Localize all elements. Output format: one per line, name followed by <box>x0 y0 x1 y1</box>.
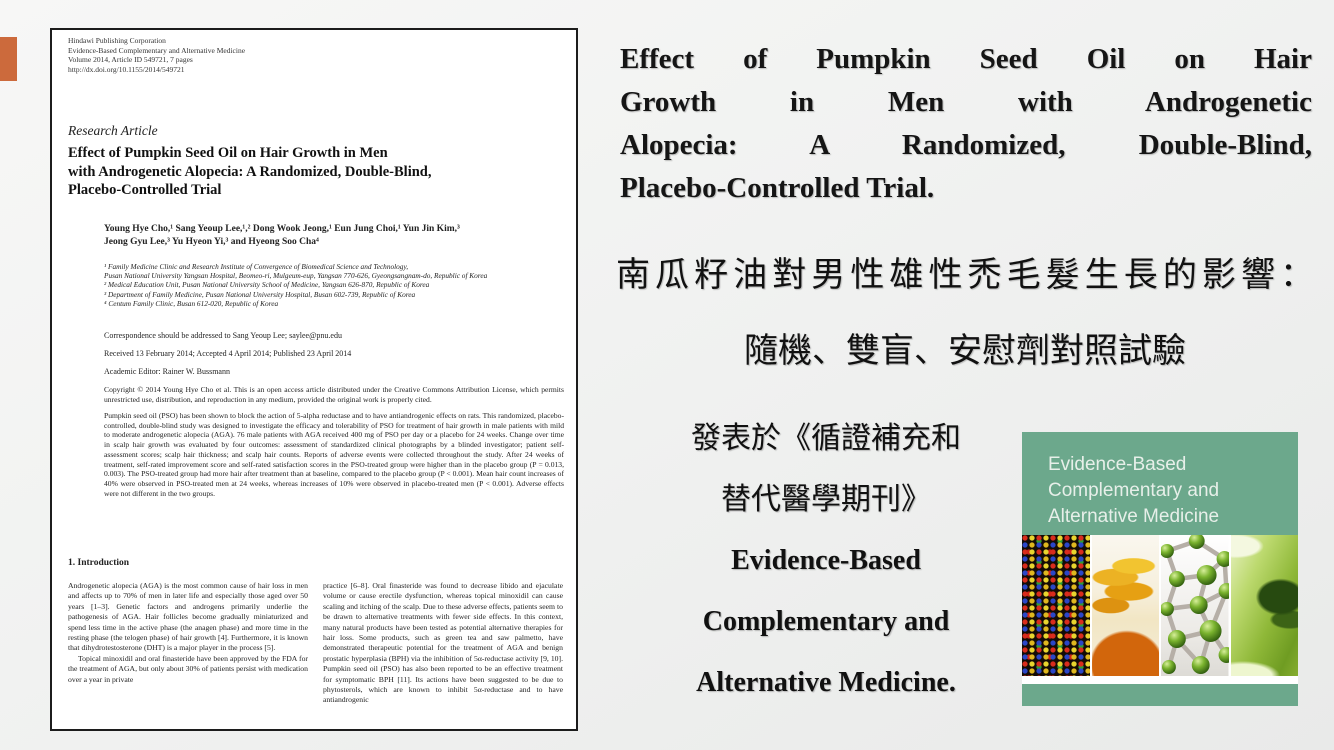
published-in-block: 發表於《循證補充和 替代醫學期刊》 Evidence-Based Complem… <box>630 408 1022 713</box>
slide-title-chinese-line1: 南瓜籽油對男性雄性禿毛髮生長的影響： <box>616 257 1314 294</box>
article-type-label: Research Article <box>68 123 158 138</box>
intro-paragraph: practice [6–8]. Oral finasteride was fou… <box>323 581 563 705</box>
journal-cover-title: Evidence-Based Complementary and Alterna… <box>1048 452 1219 530</box>
abstract-text: Pumpkin seed oil (PSO) has been shown to… <box>104 411 564 498</box>
publisher-line: Hindawi Publishing Corporation <box>68 36 166 45</box>
correspondence-line: Correspondence should be addressed to Sa… <box>104 331 342 340</box>
doi-line: http://dx.doi.org/10.1155/2014/549721 <box>68 64 185 74</box>
paper-authors: Young Hye Cho,¹ Sang Yeoup Lee,¹,² Dong … <box>104 224 460 247</box>
introduction-heading: 1. Introduction <box>68 558 130 568</box>
cover-photo-band <box>1022 535 1298 684</box>
slide-title-chinese-line2: 隨機、雙盲、安慰劑對照試驗 <box>744 333 1186 370</box>
affiliation-line: ³ Department of Family Medicine, Pusan N… <box>104 289 416 299</box>
paper-publisher-block: Hindawi Publishing Corporation Evidence-… <box>68 36 245 74</box>
molecule-photo <box>1161 535 1229 676</box>
turmeric-photo <box>1091 535 1159 676</box>
cover-title-line: Evidence-Based <box>1048 454 1187 475</box>
journal-name-line: Alternative Medicine. <box>696 667 956 698</box>
intro-column-left: Androgenetic alopecia (AGA) is the most … <box>68 581 308 706</box>
dates-line: Received 13 February 2014; Accepted 4 Ap… <box>104 349 352 358</box>
cover-photo-strip <box>1022 535 1298 676</box>
molecule-graphic <box>1161 535 1229 676</box>
aloe-photo <box>1230 535 1298 676</box>
journal-name-line: Complementary and <box>702 606 950 637</box>
intro-paragraph: Androgenetic alopecia (AGA) is the most … <box>68 581 308 653</box>
title-line: Effect of Pumpkin Seed Oil on Hair <box>620 43 1312 75</box>
title-line: Growth in Men with Androgenetic <box>620 86 1312 118</box>
editor-line: Academic Editor: Rainer W. Bussmann <box>104 367 230 376</box>
affiliation-line: ¹ Family Medicine Clinic and Research In… <box>104 262 488 281</box>
journal-name-line: Evidence-Based <box>731 545 921 576</box>
copyright-text: Copyright © 2014 Young Hye Cho et al. Th… <box>104 385 564 404</box>
cover-footer-strip <box>1022 684 1298 706</box>
affiliation-line: ⁴ Centum Family Clinic, Busan 612-020, R… <box>104 298 279 308</box>
affiliation-line: ² Medical Education Unit, Pusan National… <box>104 280 430 290</box>
cover-title-line: Complementary and <box>1048 480 1220 501</box>
slide-title-english: Effect of Pumpkin Seed Oil on Hair Growt… <box>620 38 1312 210</box>
journal-line: Evidence-Based Complementary and Alterna… <box>68 45 246 55</box>
paper-page: Hindawi Publishing Corporation Evidence-… <box>50 28 578 731</box>
accent-bar <box>0 37 17 81</box>
published-in-chinese-line: 替代醫學期刊》 <box>721 483 931 516</box>
introduction-columns: Androgenetic alopecia (AGA) is the most … <box>68 581 564 706</box>
intro-paragraph: Topical minoxidil and oral finasteride h… <box>68 653 308 684</box>
paper-title: Effect of Pumpkin Seed Oil on Hair Growt… <box>68 145 432 198</box>
published-in-chinese-line: 發表於《循證補充和 <box>691 422 961 455</box>
title-line: Placebo-Controlled Trial. <box>620 172 935 204</box>
cover-title-line: Alternative Medicine <box>1048 506 1220 527</box>
paper-affiliations: ¹ Family Medicine Clinic and Research In… <box>104 262 566 308</box>
journal-cover-image: Evidence-Based Complementary and Alterna… <box>1022 432 1298 706</box>
microarray-photo <box>1022 535 1090 676</box>
volume-line: Volume 2014, Article ID 549721, 7 pages <box>68 55 193 64</box>
intro-column-right: practice [6–8]. Oral finasteride was fou… <box>323 581 563 706</box>
title-line: Alopecia: A Randomized, Double-Blind, <box>620 129 1312 161</box>
